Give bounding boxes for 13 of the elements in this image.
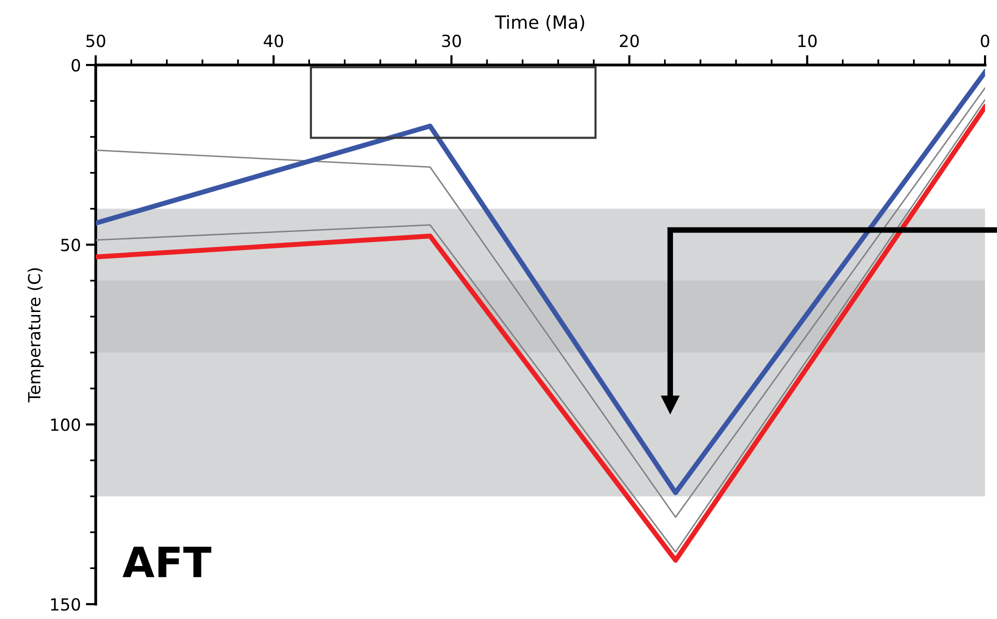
- y-tick-label: 50: [61, 238, 80, 252]
- y-tick-label: 0: [72, 58, 80, 72]
- x-tick-label: 10: [798, 34, 817, 48]
- annotation: AFT: [122, 546, 212, 578]
- y-tick-label: 150: [51, 598, 80, 611]
- x-tick-label: 30: [442, 34, 461, 48]
- y-tick-label: 100: [51, 418, 80, 431]
- x-tick-label: 0: [980, 34, 990, 48]
- x-axis-title: Time (Ma): [494, 15, 584, 32]
- x-tick-label: 20: [620, 34, 639, 48]
- y-axis-title: Temperature (C): [28, 268, 44, 402]
- x-tick-label: 50: [86, 34, 106, 48]
- x-tick-label: 40: [264, 34, 284, 48]
